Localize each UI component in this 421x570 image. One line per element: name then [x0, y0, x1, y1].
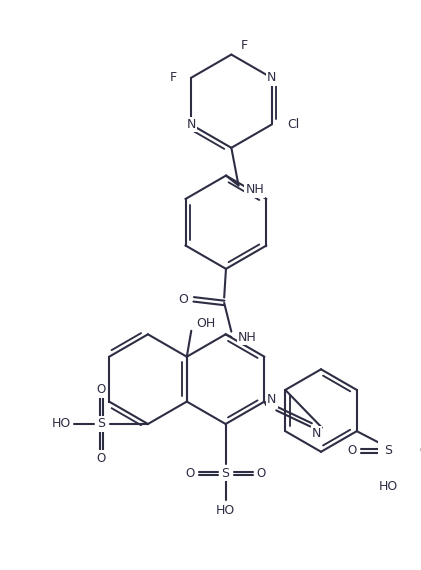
Text: NH: NH: [245, 184, 264, 197]
Text: O: O: [97, 451, 106, 465]
Text: S: S: [384, 445, 392, 457]
Text: HO: HO: [216, 504, 235, 518]
Text: N: N: [186, 118, 196, 131]
Text: O: O: [257, 467, 266, 480]
Text: HO: HO: [378, 481, 398, 493]
Text: S: S: [97, 417, 105, 430]
Text: O: O: [348, 445, 357, 457]
Text: O: O: [178, 293, 188, 306]
Text: F: F: [240, 39, 248, 52]
Text: F: F: [170, 71, 176, 84]
Text: O: O: [185, 467, 195, 480]
Text: N: N: [312, 428, 321, 441]
Text: N: N: [267, 71, 277, 84]
Text: N: N: [267, 393, 276, 406]
Text: Cl: Cl: [287, 118, 299, 131]
Text: NH: NH: [238, 331, 257, 344]
Text: HO: HO: [52, 417, 72, 430]
Text: O: O: [419, 445, 421, 457]
Text: OH: OH: [196, 317, 215, 330]
Text: S: S: [221, 467, 229, 480]
Text: O: O: [97, 384, 106, 396]
